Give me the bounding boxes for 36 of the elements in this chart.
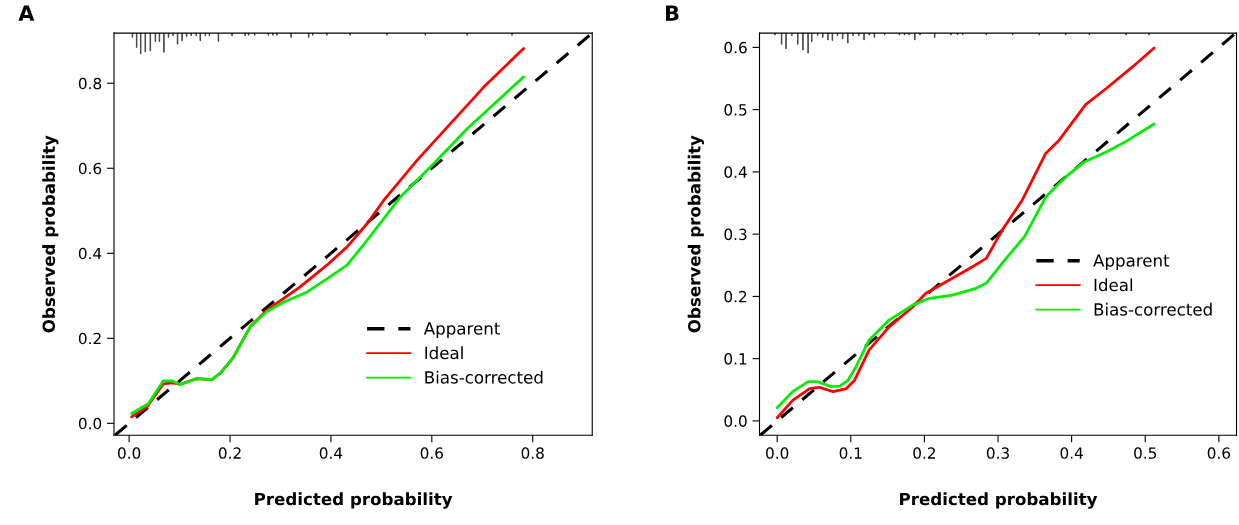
x-tick-label: 0.5 [1134,447,1157,459]
y-axis-title: Observed probability [687,135,704,333]
x-tick-label: 0.4 [1060,447,1083,459]
legend-label: Bias-corrected [1094,302,1212,316]
x-tick-label: 0.1 [839,447,862,459]
x-tick-label: 0.0 [766,447,789,459]
legend-label: Ideal [425,346,463,360]
x-axis-title: Predicted probability [900,492,1098,509]
y-tick-label: 0.2 [78,332,101,345]
x-tick-label: 0.4 [319,447,343,459]
y-tick-label: 0.5 [724,104,747,116]
y-tick-label: 0.4 [78,247,102,260]
x-axis-title: Predicted probability [255,492,453,509]
chart-title: B [666,5,679,21]
chart-title: A [18,5,35,21]
legend-label: Ideal [1094,278,1133,292]
x-tick-label: 0.6 [420,447,443,459]
y-tick-label: 0.4 [724,166,747,178]
y-tick-label: 0.1 [724,353,747,365]
x-tick-label: 0.6 [1207,447,1231,459]
y-tick-label: 0.3 [724,228,747,241]
legend-label: Apparent [1093,254,1170,271]
x-tick-label: 0.0 [117,447,141,459]
y-tick-label: 0.6 [78,162,102,175]
y-tick-label: 0.2 [724,290,747,303]
y-axis-title: Observed probability [42,135,59,333]
x-tick-label: 0.3 [986,447,1009,459]
y-tick-label: 0.8 [78,77,102,90]
legend-label: Apparent [423,322,500,338]
x-tick-label: 0.8 [521,447,544,459]
x-tick-label: 0.2 [913,447,936,459]
y-tick-label: 0.6 [724,41,747,54]
x-tick-label: 0.2 [218,447,241,459]
legend-label: Bias-corrected [425,370,543,384]
y-tick-label: 0.0 [724,415,747,427]
y-tick-label: 0.0 [78,417,102,430]
